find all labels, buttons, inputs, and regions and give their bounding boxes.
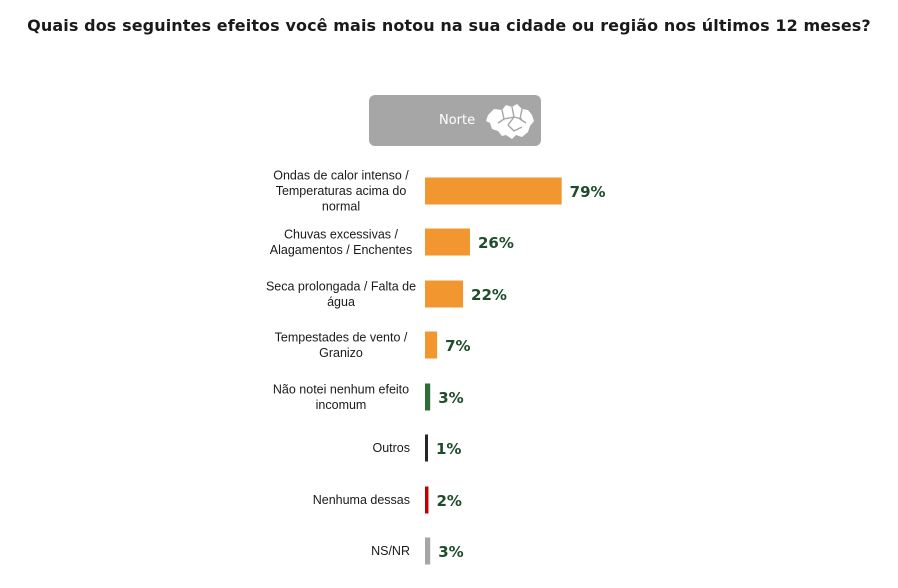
value-label: 7% bbox=[445, 337, 470, 355]
brazil-map-icon bbox=[484, 101, 536, 145]
chart-title: Quais dos seguintes efeitos você mais no… bbox=[27, 16, 871, 35]
category-label: NS/NR bbox=[371, 544, 410, 558]
bar bbox=[425, 537, 431, 565]
bar bbox=[425, 228, 470, 256]
category-label: Tempestades de vento / Granizo bbox=[275, 330, 408, 360]
category-label: Nenhuma dessas bbox=[313, 493, 410, 507]
value-label: 3% bbox=[438, 543, 463, 561]
bar bbox=[425, 434, 428, 462]
region-label: Norte bbox=[439, 113, 476, 128]
bar bbox=[425, 280, 464, 308]
category-label: Ondas de calor intenso / Temperaturas aci… bbox=[273, 169, 409, 214]
region-filter-button[interactable]: Norte bbox=[369, 95, 541, 146]
bar bbox=[425, 177, 562, 205]
bar bbox=[425, 486, 429, 514]
category-label: Não notei nenhum efeito incomum bbox=[273, 382, 409, 412]
category-label: Seca prolongada / Falta de água bbox=[266, 279, 416, 309]
value-label: 22% bbox=[471, 286, 507, 304]
value-label: 26% bbox=[478, 234, 514, 252]
category-label: Outros bbox=[372, 441, 410, 455]
bar bbox=[425, 331, 438, 359]
value-label: 3% bbox=[438, 389, 463, 407]
value-label: 2% bbox=[436, 492, 461, 510]
category-label: Chuvas excessivas / Alagamentos / Enchent… bbox=[270, 227, 412, 257]
value-label: 1% bbox=[436, 440, 461, 458]
bar bbox=[425, 383, 431, 411]
value-label: 79% bbox=[570, 183, 606, 201]
